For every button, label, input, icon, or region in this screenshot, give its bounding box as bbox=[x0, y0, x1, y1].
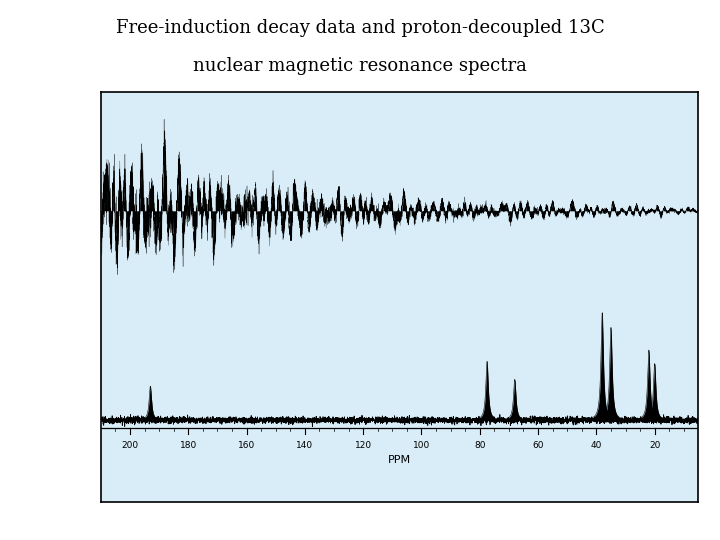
Text: 120: 120 bbox=[354, 441, 372, 450]
Text: Free-induction decay data and proton-decoupled 13C: Free-induction decay data and proton-dec… bbox=[116, 19, 604, 37]
Text: 160: 160 bbox=[238, 441, 255, 450]
Text: nuclear magnetic resonance spectra: nuclear magnetic resonance spectra bbox=[193, 57, 527, 75]
Text: 80: 80 bbox=[474, 441, 485, 450]
Text: 180: 180 bbox=[179, 441, 197, 450]
Text: 200: 200 bbox=[122, 441, 138, 450]
Text: 40: 40 bbox=[590, 441, 602, 450]
Text: 60: 60 bbox=[532, 441, 544, 450]
Text: PPM: PPM bbox=[388, 455, 411, 465]
Text: 100: 100 bbox=[413, 441, 430, 450]
Text: 140: 140 bbox=[297, 441, 313, 450]
Text: 20: 20 bbox=[649, 441, 660, 450]
